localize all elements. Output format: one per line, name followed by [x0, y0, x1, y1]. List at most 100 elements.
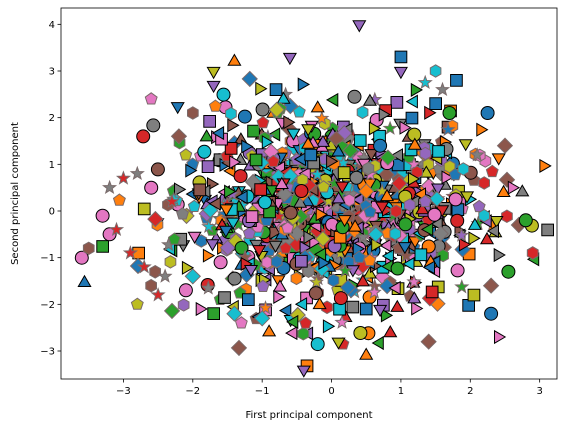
data-point-1094: [233, 169, 248, 184]
data-point-1082: [486, 223, 499, 239]
data-point-158: [476, 122, 489, 137]
x-tick-label-4: 1: [398, 386, 404, 397]
data-point-1125: [366, 284, 382, 299]
data-point-1077: [317, 180, 331, 193]
data-point-672: [208, 99, 222, 112]
data-point-1159: [308, 286, 323, 301]
data-point-1021: [454, 227, 470, 242]
data-point-1218: [74, 250, 89, 265]
data-point-1216: [296, 365, 311, 378]
data-point-1228: [150, 287, 166, 302]
data-point-1249: [501, 264, 516, 279]
data-point-814: [410, 82, 423, 97]
data-point-353: [325, 92, 339, 107]
data-point-1175: [398, 217, 413, 232]
data-point-838: [297, 77, 311, 92]
data-point-788: [181, 260, 195, 275]
data-point-1211: [352, 20, 367, 33]
data-point-1130: [249, 153, 263, 167]
data-point-1238: [170, 128, 188, 145]
data-point-985: [211, 126, 225, 141]
data-point-1223: [115, 170, 131, 185]
data-point-1201: [242, 293, 255, 306]
data-point-1158: [448, 192, 463, 207]
data-point-1123: [353, 326, 368, 340]
data-point-1188: [337, 215, 352, 228]
data-point-1000: [327, 273, 340, 288]
data-point-1229: [102, 179, 118, 195]
x-tick-label-1: −2: [185, 386, 200, 397]
data-point-958: [458, 139, 473, 152]
data-point-1230: [129, 165, 145, 181]
data-point-738: [355, 274, 370, 287]
data-point-744: [381, 248, 394, 264]
data-point-1200: [450, 74, 463, 87]
data-point-729: [163, 302, 181, 320]
data-point-880: [541, 223, 554, 237]
data-point-911: [270, 254, 283, 269]
data-point-1096: [326, 175, 342, 190]
data-point-1022: [459, 191, 475, 204]
data-point-1191: [367, 226, 385, 243]
data-point-1263: [494, 329, 507, 345]
data-point-1062: [389, 227, 402, 241]
data-point-1113: [273, 289, 286, 304]
data-point-147: [268, 127, 281, 142]
data-point-1239: [82, 241, 95, 256]
data-point-1266: [253, 310, 271, 327]
data-point-1264: [195, 301, 208, 317]
data-point-1166: [294, 184, 309, 198]
data-point-1014: [218, 291, 231, 304]
data-point-936: [226, 217, 241, 230]
data-point-1195: [362, 161, 375, 176]
data-point-959: [441, 170, 454, 185]
data-point-1208: [407, 137, 422, 150]
data-point-1178: [309, 166, 325, 182]
data-point-1068: [375, 201, 390, 214]
data-point-1160: [286, 128, 301, 141]
y-tick-label-6: 3: [49, 67, 55, 78]
data-point-1212: [282, 52, 297, 66]
data-point-1202: [359, 302, 373, 316]
data-point-1182: [219, 204, 234, 217]
data-point-830: [379, 238, 392, 253]
data-point-1222: [213, 255, 228, 270]
data-point-748: [388, 280, 401, 296]
data-point-1034: [390, 148, 403, 163]
data-point-477: [383, 324, 398, 338]
data-point-354: [408, 236, 423, 249]
data-point-1170: [245, 210, 259, 223]
data-point-290: [347, 89, 362, 104]
data-point-1133: [252, 245, 267, 258]
data-point-1267: [226, 305, 243, 322]
data-point-375: [362, 93, 377, 106]
data-point-1023: [450, 213, 465, 228]
data-point-1154: [326, 154, 339, 169]
data-point-417: [420, 177, 438, 195]
data-point-239: [333, 302, 346, 316]
data-point-891: [419, 165, 434, 178]
data-point-786: [406, 156, 422, 171]
data-point-1220: [144, 180, 159, 195]
data-point-1163: [318, 255, 331, 270]
x-tick-label-3: 0: [328, 386, 334, 397]
data-point-1080: [146, 118, 161, 133]
data-point-1245: [478, 208, 490, 223]
data-points: [74, 20, 554, 378]
data-point-1108: [379, 149, 397, 166]
data-point-1217: [95, 208, 110, 223]
data-point-1197: [208, 196, 221, 211]
data-point-1102: [218, 225, 233, 238]
data-point-1173: [467, 288, 481, 302]
data-point-438: [310, 337, 325, 352]
data-point-17: [472, 199, 486, 213]
data-point-1262: [507, 180, 521, 195]
data-point-1196: [358, 183, 375, 200]
data-point-1151: [201, 160, 215, 173]
data-point-174: [390, 96, 404, 109]
data-point-1189: [241, 70, 258, 88]
data-point-1268: [184, 268, 202, 285]
data-point-1119: [390, 204, 402, 219]
data-point-752: [230, 339, 248, 357]
data-point-1132: [403, 198, 416, 212]
